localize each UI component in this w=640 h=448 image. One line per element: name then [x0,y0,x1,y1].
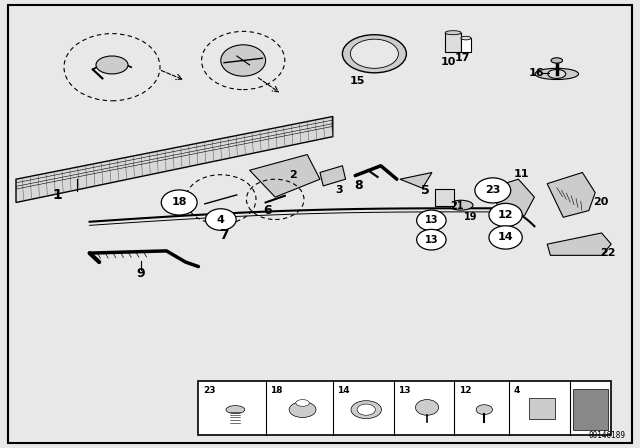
Text: 7: 7 [219,228,229,242]
Circle shape [417,210,446,231]
Text: 3: 3 [335,185,343,195]
Ellipse shape [548,69,566,78]
Ellipse shape [226,405,244,414]
Ellipse shape [449,200,473,210]
Text: 13: 13 [424,215,438,225]
Text: 23: 23 [485,185,500,195]
Text: 23: 23 [203,386,216,395]
Polygon shape [250,155,320,197]
Text: 12: 12 [498,210,513,220]
Text: 9: 9 [136,267,145,280]
Text: 16: 16 [529,68,544,78]
Ellipse shape [351,401,381,418]
Text: 4: 4 [513,386,520,395]
Polygon shape [547,233,611,255]
Ellipse shape [415,400,438,415]
Text: 10: 10 [440,57,456,67]
Text: 00146189: 00146189 [589,431,626,440]
Text: 4: 4 [217,215,225,224]
Text: 8: 8 [354,179,363,193]
Text: 6: 6 [263,204,272,217]
Bar [573,389,608,430]
Text: 15: 15 [349,76,365,86]
Text: 21: 21 [450,201,464,211]
Polygon shape [490,179,534,220]
Circle shape [205,209,236,230]
Text: 14: 14 [337,386,350,395]
Ellipse shape [535,68,579,80]
Bar [445,33,461,52]
Text: 12: 12 [459,386,472,395]
Bar [435,189,454,206]
Text: 19: 19 [463,212,477,222]
Polygon shape [400,172,432,188]
Text: 5: 5 [421,184,430,197]
Text: 13: 13 [398,386,411,395]
Circle shape [417,229,446,250]
Polygon shape [320,166,346,186]
Text: 18: 18 [172,198,187,207]
Circle shape [489,203,522,227]
Circle shape [161,190,197,215]
Text: 18: 18 [270,386,283,395]
Ellipse shape [445,30,461,35]
Text: 14: 14 [498,233,513,242]
Text: 17: 17 [454,53,470,63]
Ellipse shape [476,405,493,414]
Bar [461,38,471,52]
Ellipse shape [296,400,309,406]
Text: 1: 1 [52,188,63,202]
Circle shape [475,178,511,203]
Text: 11: 11 [514,169,529,179]
Ellipse shape [342,34,406,73]
Ellipse shape [551,58,563,63]
Ellipse shape [461,36,471,40]
Circle shape [489,226,522,249]
Text: 2: 2 [289,170,297,180]
Text: 13: 13 [424,235,438,245]
Ellipse shape [289,402,316,418]
Text: 22: 22 [600,248,616,258]
Polygon shape [547,172,595,217]
Polygon shape [16,116,333,202]
Bar [198,381,611,435]
Bar [529,398,555,418]
Text: 20: 20 [593,197,608,207]
Ellipse shape [351,39,399,68]
Ellipse shape [96,56,128,74]
Ellipse shape [357,404,375,415]
Ellipse shape [221,45,266,76]
